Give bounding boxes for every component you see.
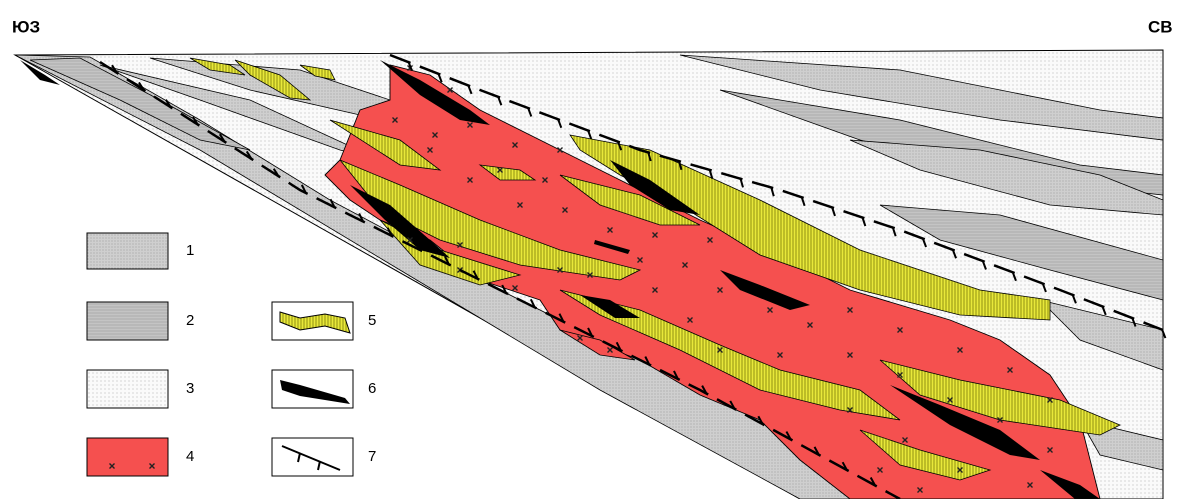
legend-swatch: [87, 438, 168, 476]
legend-label: 7: [368, 448, 376, 465]
legend-swatch: [87, 233, 168, 269]
legend-label: 3: [186, 380, 194, 397]
legend-swatch: [87, 370, 168, 408]
direction-label: ЮЗ: [12, 17, 40, 36]
legend-label: 5: [368, 312, 376, 329]
legend-label: 6: [368, 380, 376, 397]
cross-section: ЮЗ СВ: [0, 0, 1185, 499]
direction-label: СВ: [1148, 17, 1173, 36]
legend-swatch: [272, 438, 353, 476]
legend-swatch: [87, 302, 168, 340]
legend: 1 2 3 4 5 6 7: [87, 233, 376, 476]
legend-label: 4: [186, 448, 194, 465]
legend-label: 1: [186, 242, 194, 259]
legend-label: 2: [186, 312, 194, 329]
